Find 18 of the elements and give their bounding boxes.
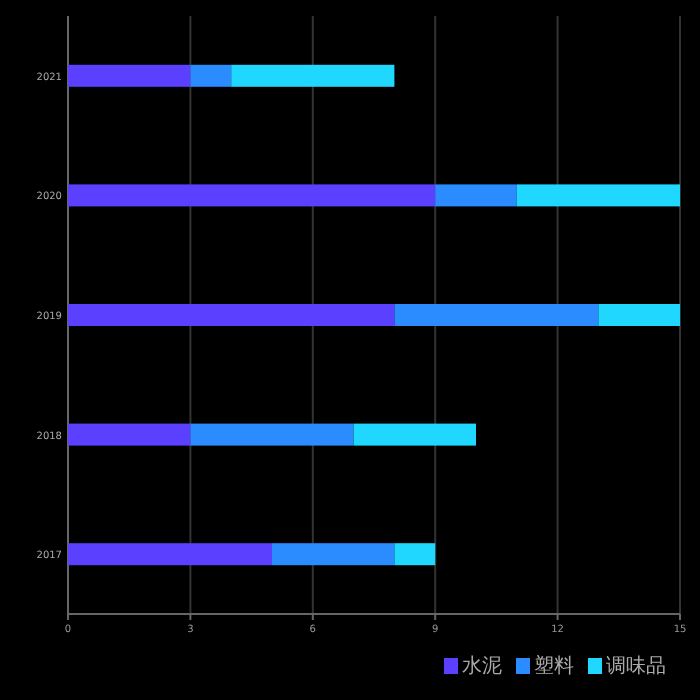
bar — [394, 304, 599, 326]
bar — [68, 64, 191, 87]
bar — [190, 64, 232, 87]
bar — [516, 184, 680, 207]
legend-label: 水泥 — [462, 654, 502, 678]
bar — [394, 543, 436, 566]
legend-label: 调味品 — [606, 654, 666, 678]
bar — [272, 543, 395, 566]
bar — [435, 184, 517, 207]
bar — [68, 543, 272, 566]
legend-label: 塑料 — [534, 654, 574, 678]
bar — [231, 64, 395, 87]
bar — [190, 423, 354, 446]
bar — [68, 184, 436, 207]
bar — [68, 304, 395, 326]
bar — [353, 423, 476, 446]
bar — [68, 423, 191, 446]
bar — [598, 304, 680, 326]
